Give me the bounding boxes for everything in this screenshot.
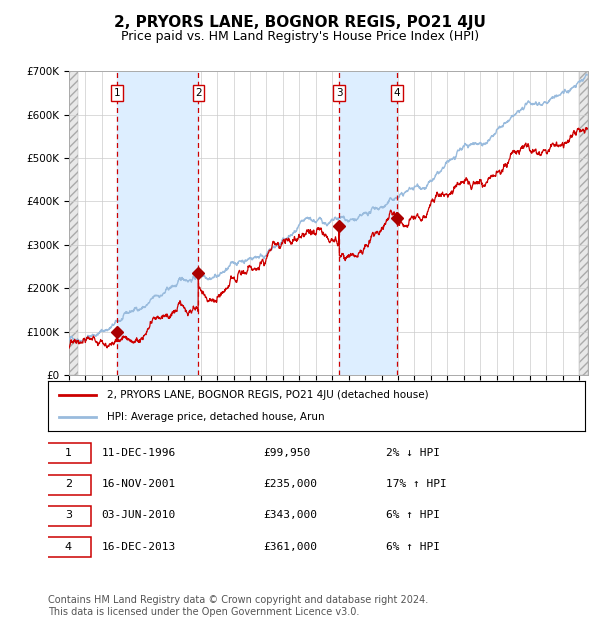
Text: 1: 1 <box>65 448 72 458</box>
Text: 03-JUN-2010: 03-JUN-2010 <box>102 510 176 520</box>
Text: 4: 4 <box>65 542 72 552</box>
FancyBboxPatch shape <box>46 475 91 495</box>
Text: 17% ↑ HPI: 17% ↑ HPI <box>386 479 447 489</box>
Text: Price paid vs. HM Land Registry's House Price Index (HPI): Price paid vs. HM Land Registry's House … <box>121 30 479 43</box>
Text: 3: 3 <box>336 88 343 98</box>
Text: 4: 4 <box>394 88 400 98</box>
Text: £99,950: £99,950 <box>263 448 310 458</box>
Text: £361,000: £361,000 <box>263 542 317 552</box>
Text: £343,000: £343,000 <box>263 510 317 520</box>
Text: 2, PRYORS LANE, BOGNOR REGIS, PO21 4JU (detached house): 2, PRYORS LANE, BOGNOR REGIS, PO21 4JU (… <box>107 390 428 400</box>
Text: 16-NOV-2001: 16-NOV-2001 <box>102 479 176 489</box>
Text: £235,000: £235,000 <box>263 479 317 489</box>
Bar <box>339 71 397 375</box>
Bar <box>579 71 588 375</box>
Text: 2, PRYORS LANE, BOGNOR REGIS, PO21 4JU: 2, PRYORS LANE, BOGNOR REGIS, PO21 4JU <box>114 16 486 30</box>
Text: 6% ↑ HPI: 6% ↑ HPI <box>386 510 440 520</box>
Text: 2% ↓ HPI: 2% ↓ HPI <box>386 448 440 458</box>
Text: Contains HM Land Registry data © Crown copyright and database right 2024.
This d: Contains HM Land Registry data © Crown c… <box>48 595 428 617</box>
Text: 1: 1 <box>114 88 121 98</box>
Bar <box>117 71 199 375</box>
Text: HPI: Average price, detached house, Arun: HPI: Average price, detached house, Arun <box>107 412 325 422</box>
Text: 11-DEC-1996: 11-DEC-1996 <box>102 448 176 458</box>
Text: 2: 2 <box>65 479 72 489</box>
FancyBboxPatch shape <box>46 506 91 526</box>
Text: 3: 3 <box>65 510 72 520</box>
Text: 6% ↑ HPI: 6% ↑ HPI <box>386 542 440 552</box>
Text: 2: 2 <box>195 88 202 98</box>
Text: 16-DEC-2013: 16-DEC-2013 <box>102 542 176 552</box>
FancyBboxPatch shape <box>46 538 91 557</box>
FancyBboxPatch shape <box>46 443 91 464</box>
Bar <box>69 71 78 375</box>
